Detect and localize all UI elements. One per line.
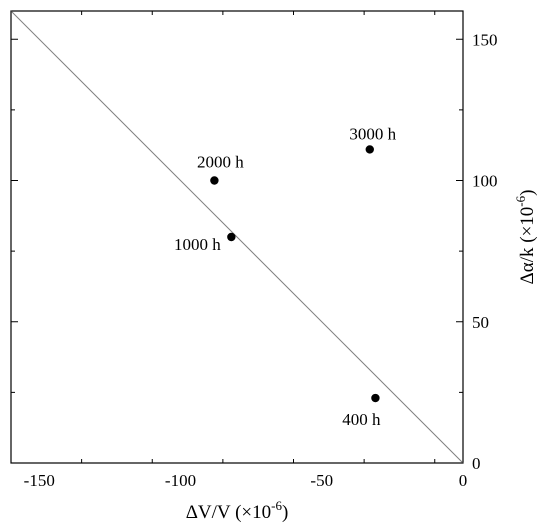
y-axis-label: Δα/k (×10-6)	[513, 190, 538, 285]
reference-line	[10, 10, 464, 464]
data-points: 400 h 1000 h 2000 h 3000 h	[174, 124, 397, 429]
x-tick-label: -100	[165, 471, 196, 490]
data-point	[210, 176, 219, 185]
point-label: 2000 h	[197, 153, 244, 172]
x-axis-ticks: -150 -100 -50 0	[10, 11, 468, 490]
data-point	[371, 393, 380, 403]
y-tick-label: 50	[472, 313, 489, 332]
point-label: 3000 h	[349, 124, 396, 143]
x-tick-label: -150	[24, 471, 55, 490]
y-tick-label: 0	[472, 454, 481, 473]
point-label: 400 h	[342, 410, 381, 429]
data-point	[365, 145, 374, 154]
data-point	[227, 232, 236, 242]
y-tick-label: 150	[472, 30, 498, 49]
point-label: 1000 h	[174, 235, 221, 254]
y-tick-label: 100	[472, 172, 498, 191]
x-tick-label: 0	[459, 471, 468, 490]
plot-frame	[10, 10, 464, 464]
y-axis-ticks: 0 50 100 150	[11, 30, 498, 473]
x-axis-label: ΔV/V (×10-6)	[186, 498, 289, 523]
x-tick-label: -50	[310, 471, 333, 490]
